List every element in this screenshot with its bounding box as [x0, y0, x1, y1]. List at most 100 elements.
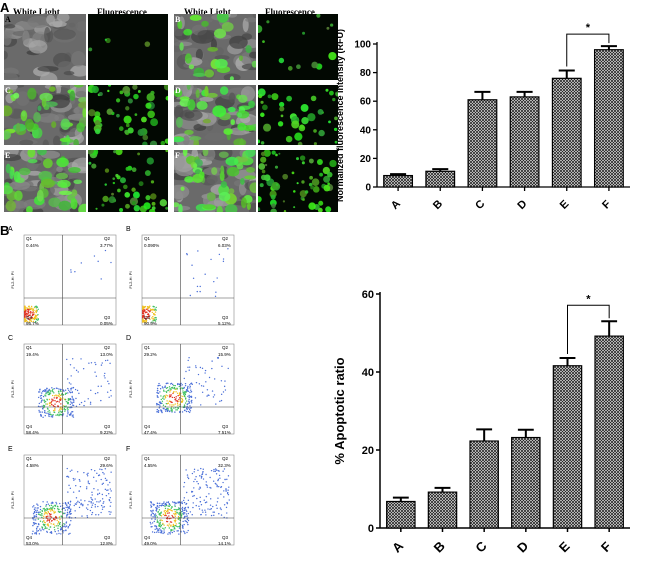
micro-sub-label: E [5, 151, 11, 160]
significance-star: * [586, 293, 591, 305]
quadrant-label: Q4 [26, 424, 33, 429]
y-tick-label: 40 [360, 125, 372, 136]
quadrant-label: Q1 [26, 236, 33, 241]
bar-e [552, 365, 583, 529]
panel-a-label: A [0, 0, 10, 15]
x-tick-label: B [431, 198, 445, 212]
quadrant-label: 9.22% [100, 430, 113, 435]
fluorescence-image-a [88, 14, 168, 80]
error-bar-a [392, 496, 409, 502]
quadrant-label: Q3 [222, 315, 229, 320]
quadrant-label: 90.9% [144, 321, 157, 326]
y-tick-label: 0 [365, 183, 371, 194]
y-tick-label: 20 [360, 154, 372, 165]
quadrant-label: 29.6% [100, 463, 113, 468]
y-axis-label: % Apoptotic ratio [332, 357, 347, 464]
x-tick-label: E [556, 538, 573, 555]
bar-a [386, 500, 416, 529]
quadrant-label: Q2 [222, 345, 229, 350]
micro-sub-label: F [175, 151, 180, 160]
flow-plot-d: FL2-H: PI [128, 343, 235, 435]
quadrant-label: Q3 [104, 535, 111, 540]
quadrant-label: 0.05% [100, 321, 113, 326]
flow-plot-a: FL2-H: PI [10, 234, 117, 326]
white-light-image-b [174, 14, 256, 80]
flow-plot-c: FL2-H: PI [10, 343, 117, 435]
svg-text:FL2-H: PI: FL2-H: PI [128, 491, 133, 508]
quadrant-label: 53.0% [26, 541, 39, 546]
error-bar-b [432, 168, 449, 172]
svg-text:FL2-H: PI: FL2-H: PI [128, 271, 133, 288]
quadrant-label: Q2 [222, 456, 229, 461]
bar-d [511, 436, 541, 529]
quadrant-label: 7.51% [218, 430, 231, 435]
quadrant-label: 4.55% [144, 463, 157, 468]
error-bar-b [434, 486, 451, 493]
flow-plot-b: FL2-H: PI [128, 234, 235, 326]
fluorescence-image-d [258, 85, 338, 145]
quadrant-label: 32.3% [218, 463, 231, 468]
quadrant-label: 12.8% [100, 541, 113, 546]
error-bar-a [390, 173, 407, 176]
significance-star: * [586, 22, 591, 34]
x-tick-label: F [600, 198, 613, 211]
fluorescence-image-e [88, 150, 168, 212]
error-bar-e [559, 356, 576, 366]
quadrant-label: 5.12% [218, 321, 231, 326]
quadrant-label: Q4 [26, 315, 33, 320]
quadrant-label: Q2 [222, 236, 229, 241]
y-tick-label: 60 [362, 289, 374, 301]
fluorescence-bar-chart: 0 20 40 60 80 100 Normalized fluorescence inte… [335, 22, 630, 212]
error-bar-d [516, 90, 533, 97]
bar-b [427, 491, 458, 529]
quadrant-label: Q1 [144, 456, 151, 461]
quadrant-label: 29.2% [144, 352, 157, 357]
header-white-light-right: White Light [184, 7, 231, 17]
flow-sub-label: F [126, 446, 131, 453]
x-tick-label: B [431, 538, 448, 555]
quadrant-label: Q2 [104, 345, 111, 350]
quadrant-label: 19.4% [26, 352, 39, 357]
quadrant-label: Q4 [144, 424, 151, 429]
quadrant-label: 47.4% [144, 430, 157, 435]
header-fluorescence-right: Fluorescence [265, 7, 315, 17]
error-bar-f [601, 320, 618, 337]
quadrant-label: 4.58% [26, 463, 39, 468]
white-light-image-a [4, 14, 86, 80]
flow-sub-label: C [8, 335, 14, 342]
bar-b [425, 170, 456, 188]
quadrant-label: 6.03% [218, 243, 231, 248]
error-bar-f [600, 45, 617, 50]
x-tick-label: C [472, 538, 490, 556]
quadrant-label: Q2 [104, 236, 111, 241]
x-tick-label: F [598, 539, 614, 555]
quadrant-label: Q3 [104, 315, 111, 320]
error-bar-c [476, 428, 493, 442]
quadrant-label: Q4 [26, 535, 33, 540]
quadrant-label: 3.77% [100, 243, 113, 248]
quadrant-label: Q2 [104, 456, 111, 461]
y-tick-label: 0 [368, 523, 374, 535]
flow-sub-label: A [8, 226, 13, 233]
quadrant-label: Q1 [26, 345, 33, 350]
white-light-image-e [4, 150, 86, 212]
quadrant-label: 49.0% [144, 541, 157, 546]
white-light-image-f [174, 150, 256, 212]
white-light-image-c [4, 85, 86, 145]
panel-b-label: B [0, 223, 10, 238]
quadrant-label: Q1 [26, 456, 33, 461]
quadrant-label: Q1 [144, 345, 151, 350]
y-tick-label: 80 [360, 68, 372, 79]
flow-sub-label: B [126, 226, 131, 233]
x-tick-label: D [515, 198, 529, 212]
bar-a [383, 174, 414, 188]
error-bar-c [474, 90, 491, 100]
bar-e [551, 77, 582, 188]
bar-f [593, 49, 624, 188]
flow-sub-label: D [126, 335, 132, 342]
fluorescence-image-f [258, 150, 338, 212]
micro-sub-label: B [175, 15, 181, 24]
micro-sub-label: C [5, 86, 11, 95]
quadrant-label: Q3 [222, 424, 229, 429]
quadrant-label: Q4 [144, 535, 151, 540]
